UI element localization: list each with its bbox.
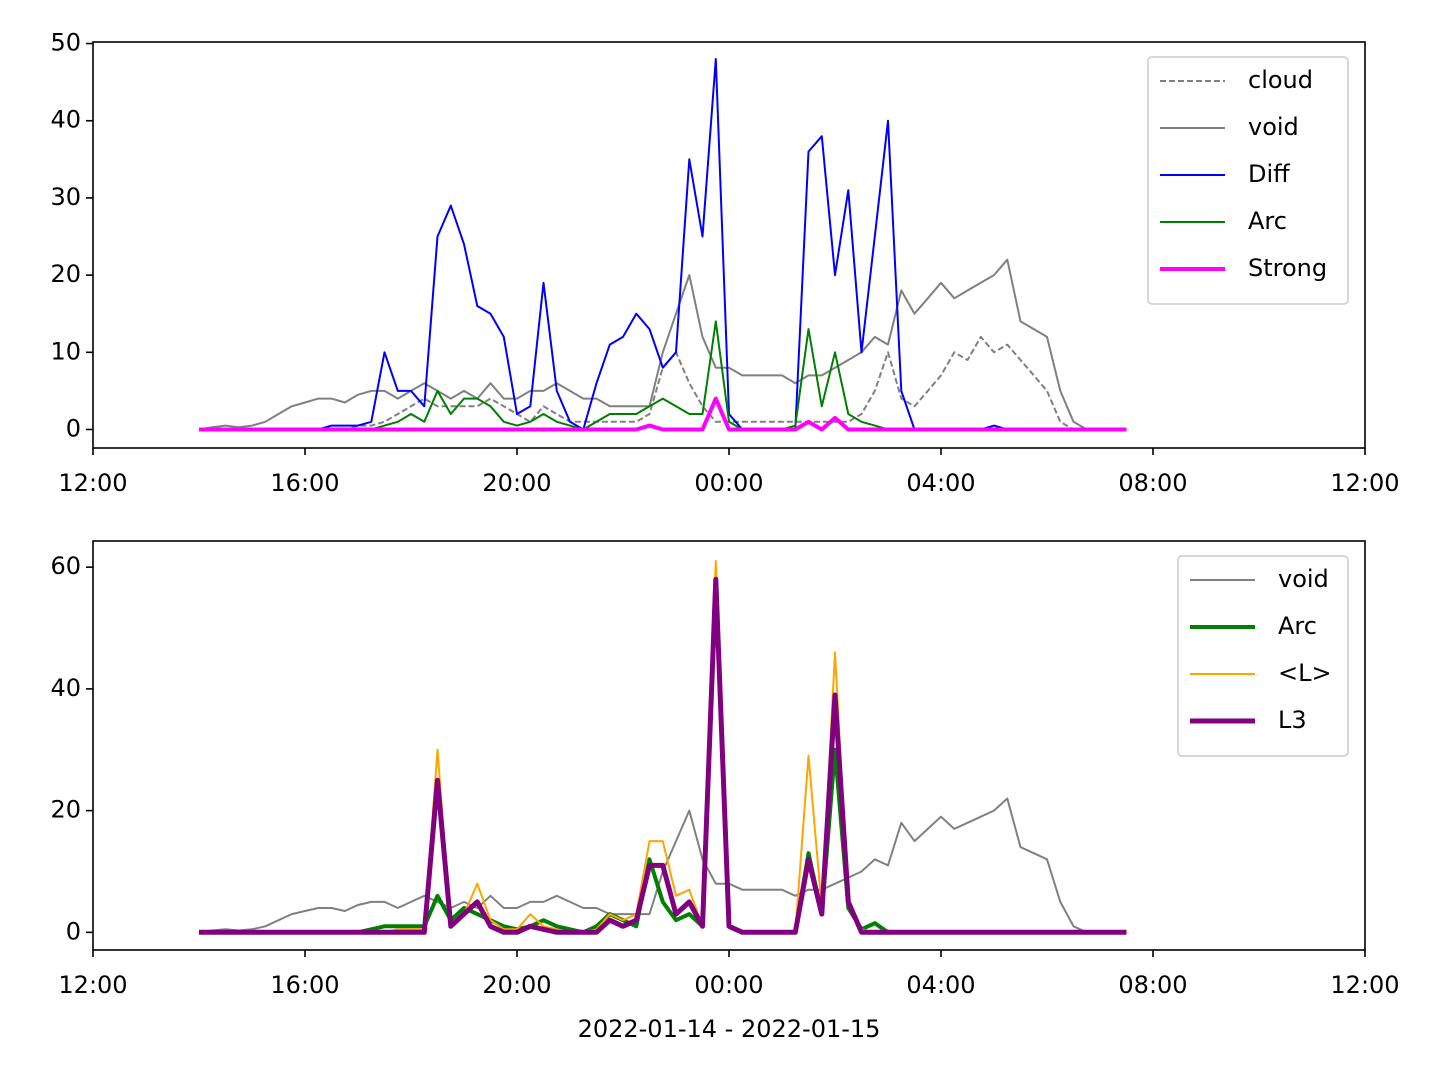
x-tick-label: 12:00 (1330, 971, 1399, 999)
series-line (199, 320, 1127, 431)
y-tick-label: 40 (50, 674, 81, 702)
legend-label: Diff (1248, 160, 1290, 188)
legend-label: void (1278, 565, 1329, 593)
x-tick-label: 00:00 (694, 469, 763, 497)
legend-box (1177, 555, 1349, 757)
x-tick-label: 04:00 (906, 971, 975, 999)
x-tick-label: 04:00 (906, 469, 975, 497)
x-tick-label: 12:00 (58, 971, 127, 999)
series-line (199, 577, 1127, 935)
series-line (199, 576, 1127, 935)
legend: void Arc <L> L3 (1177, 555, 1349, 757)
x-tick-label: 12:00 (1330, 469, 1399, 497)
x-axis-label: 2022-01-14 - 2022-01-15 (578, 1015, 881, 1043)
x-tick-label: 20:00 (482, 469, 551, 497)
series-line (199, 335, 1127, 431)
legend-label: Arc (1278, 612, 1317, 640)
y-tick-label: 60 (50, 552, 81, 580)
plot-area (198, 560, 1127, 935)
x-tick-label: 00:00 (694, 971, 763, 999)
y-tick-label: 50 (50, 29, 81, 57)
plot-area (198, 58, 1127, 432)
x-tick-label: 16:00 (270, 971, 339, 999)
x-tick-label: 08:00 (1118, 469, 1187, 497)
legend-label: cloud (1248, 66, 1313, 94)
series-line (199, 396, 1127, 432)
x-tick-label: 16:00 (270, 469, 339, 497)
series-line (199, 560, 1127, 934)
x-tick-label: 12:00 (58, 469, 127, 497)
legend-box (1147, 56, 1349, 305)
series-line (199, 58, 1127, 431)
legend-label: <L> (1278, 659, 1332, 687)
legend-label: L3 (1278, 706, 1307, 734)
y-tick-label: 0 (66, 414, 81, 442)
y-tick-label: 20 (50, 260, 81, 288)
y-tick-label: 30 (50, 183, 81, 211)
legend-label: void (1248, 113, 1299, 141)
y-tick-label: 20 (50, 796, 81, 824)
legend-label: Arc (1248, 207, 1287, 235)
y-tick-label: 10 (50, 337, 81, 365)
y-tick-label: 0 (66, 917, 81, 945)
y-tick-label: 40 (50, 106, 81, 134)
legend: cloud void Diff Arc Strong (1147, 56, 1349, 305)
series-line (198, 258, 1127, 431)
x-tick-label: 08:00 (1118, 971, 1187, 999)
x-tick-label: 20:00 (482, 971, 551, 999)
legend-label: Strong (1248, 254, 1327, 282)
